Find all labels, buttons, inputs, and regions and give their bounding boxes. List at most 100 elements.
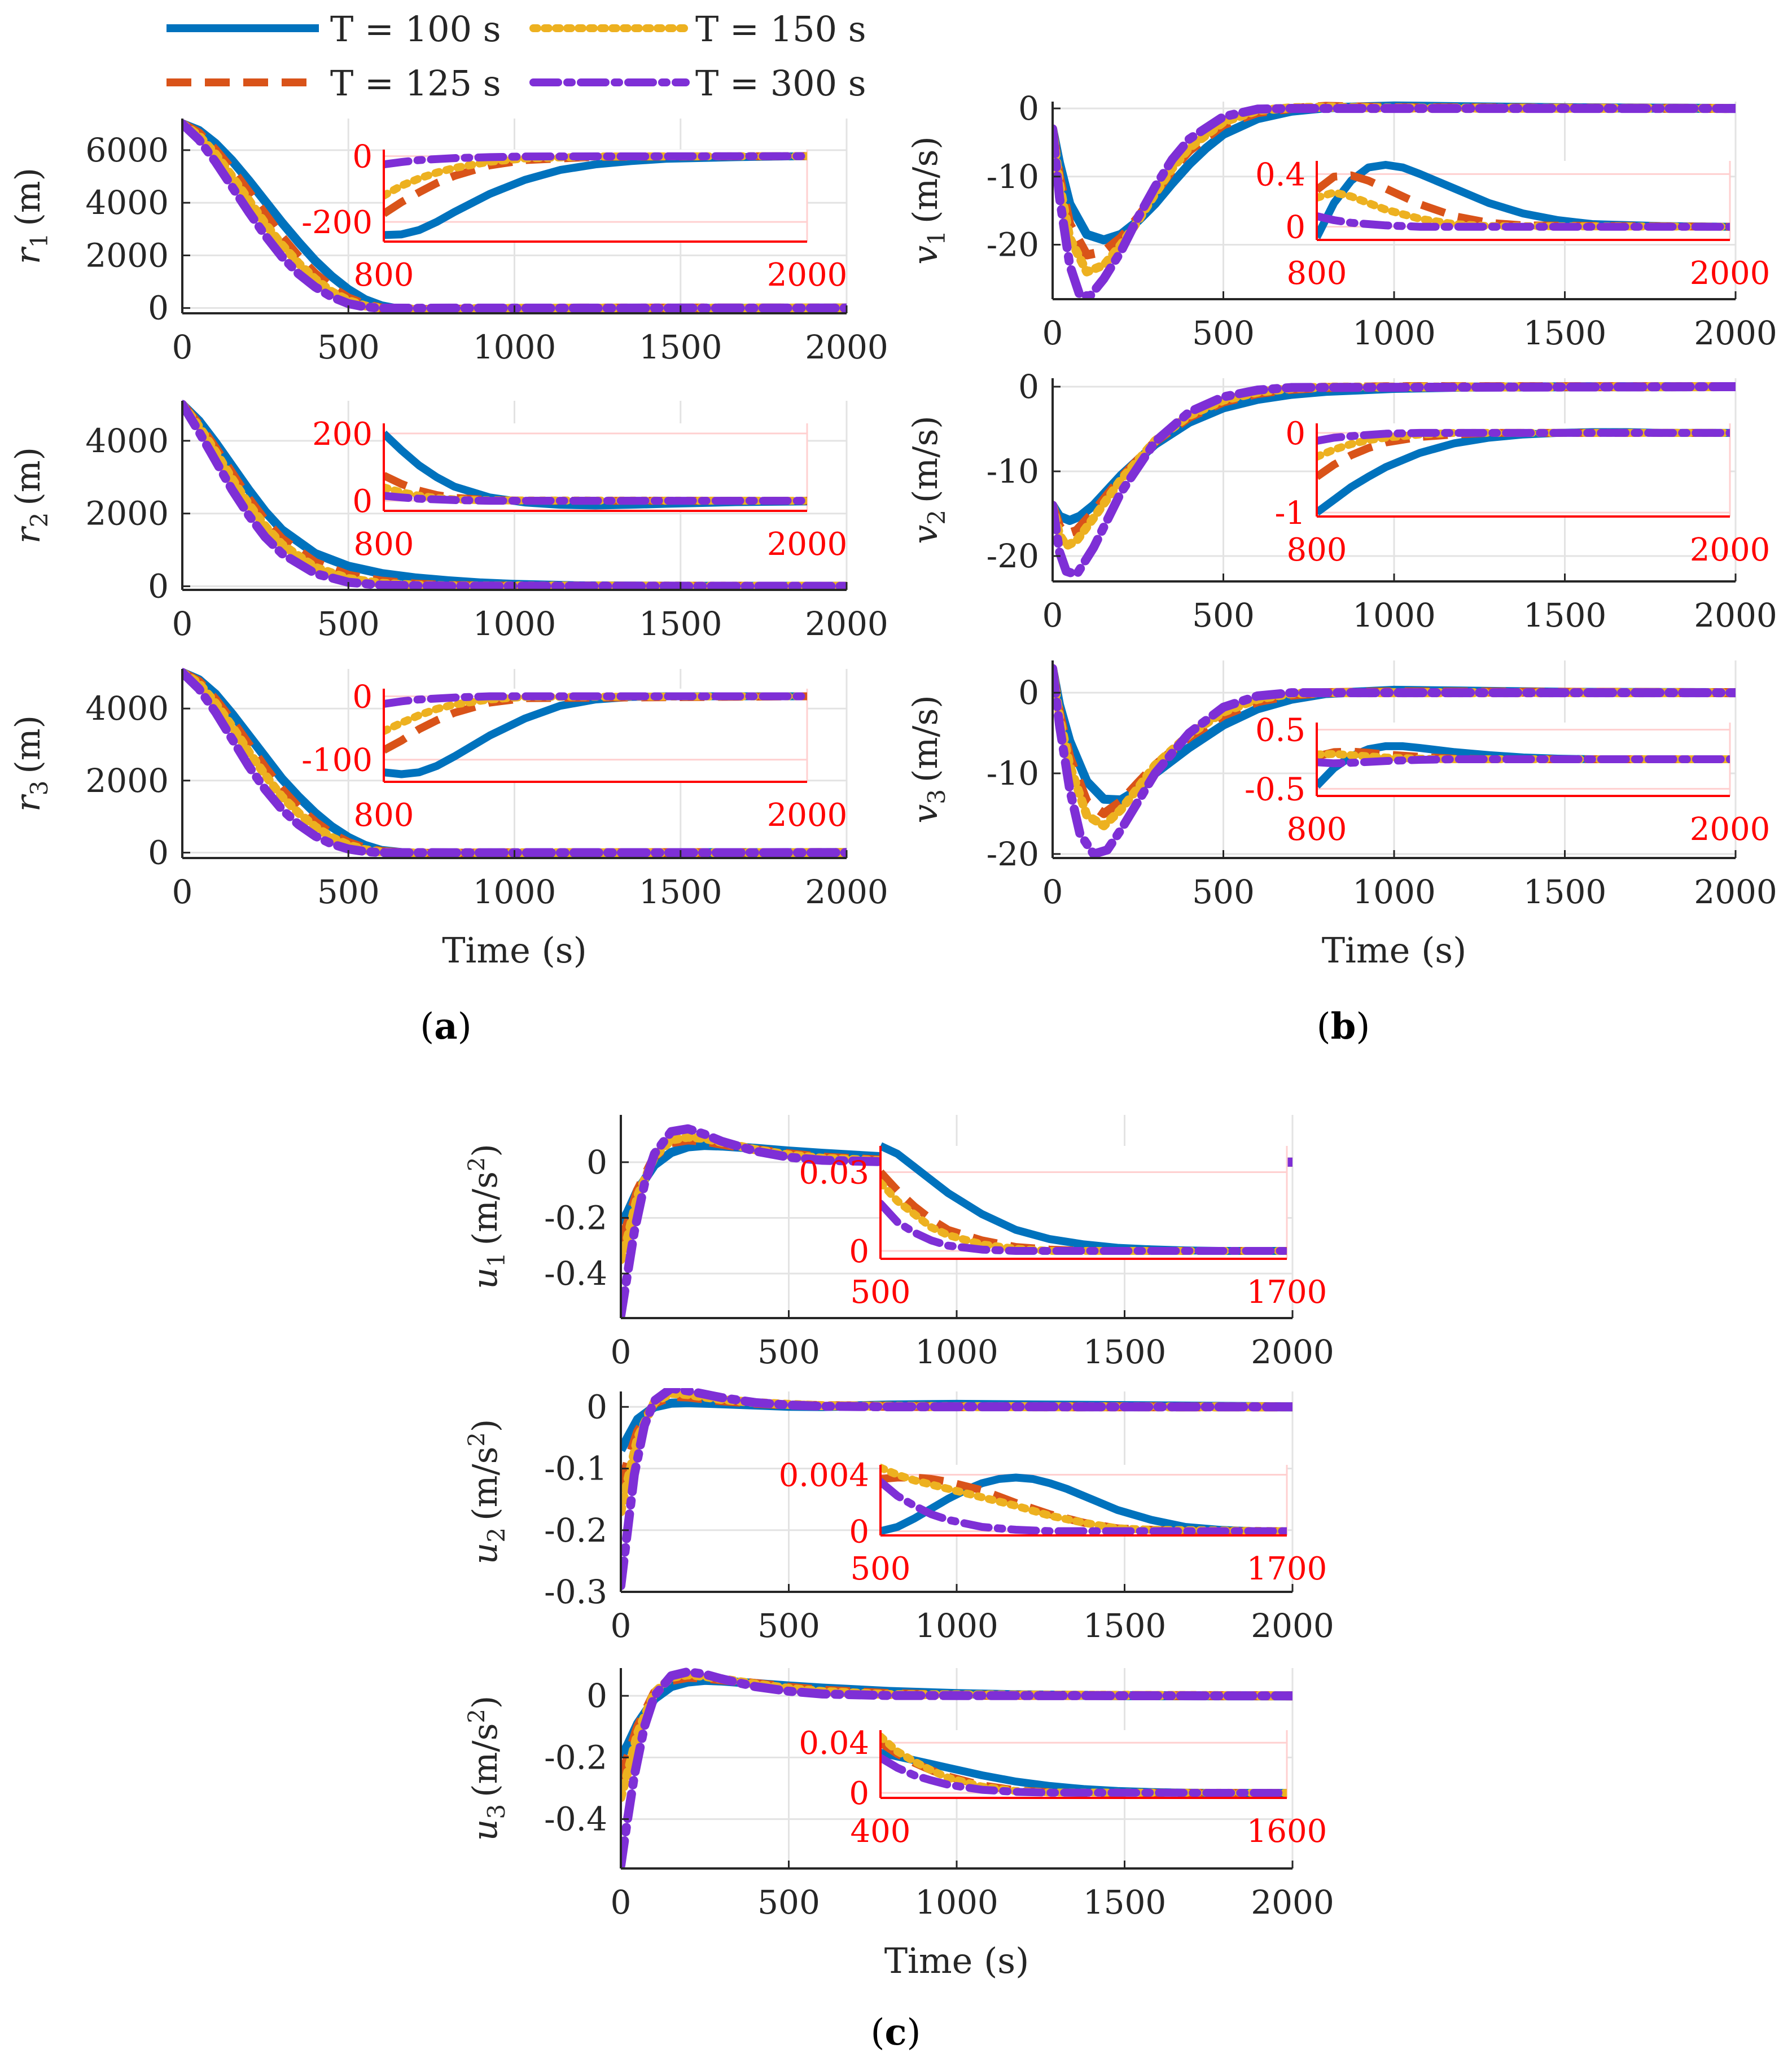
y-tick-label-u2: -0.1 [544,1450,607,1488]
y-tick-label-u1: 0 [586,1143,607,1181]
inset-u1: 500 1700 0 0.03 [799,1142,1327,1311]
x-tick-label-r2: 1000 [473,605,557,643]
y-axis-label-v1: v1 (m/s) [906,136,950,264]
x-tick-label-v3: 1000 [1352,873,1436,911]
y-tick-label-r3: 2000 [85,761,169,800]
x-tick-label-v3: 1500 [1523,873,1607,911]
inset-y-tick-label-r2: 0 [352,483,373,520]
x-tick-label-u1: 1500 [1083,1333,1167,1371]
r2-series-t300 [182,400,847,590]
x-tick-label-v3: 500 [1192,873,1255,911]
inset-v2: 800 2000 -1 0 [1274,415,1770,568]
x-tick-label-r3: 1500 [639,873,722,911]
inset-series-group-u1 [880,1142,1287,1255]
x-tick-label-v1: 1000 [1352,314,1436,352]
x-axis-label-v3: Time (s) [1322,930,1467,971]
panel-label-b: (b) [1317,1005,1370,1048]
y-axis-label-r1: r1 (m) [8,168,53,264]
y-axis-label-u2: u2 (m/s2) [464,1419,510,1565]
inset-series-group-r1 [384,152,807,239]
inset-y-tick-label-u2: 0.004 [779,1458,869,1494]
inset-series-group-u2 [880,1464,1287,1535]
inset-y-tick-label-r2: 200 [312,416,373,453]
y-tick-label-v1: 0 [1018,89,1039,128]
x-axis-label-u3: Time (s) [884,1940,1029,1981]
inset-x-tick-label-r3: 800 [354,797,414,834]
series-group-r3 [182,668,847,858]
legend: T = 100 s T = 125 s T = 150 s T = 300 s [167,8,866,104]
x-tick-label-u2: 500 [757,1607,820,1645]
series-group-u3 [621,1667,1292,1868]
inset-x-tick-label-r1: 2000 [767,257,848,294]
inset-v1-series-t300 [1317,212,1730,231]
y-tick-label-r2: 0 [148,567,169,606]
inset-bg-u1 [880,1146,1287,1259]
inset-x-tick-label-v2: 2000 [1690,532,1771,568]
x-tick-label-u3: 1000 [915,1883,998,1922]
inset-series-group-r2 [384,430,807,510]
r3-series-t300 [182,668,847,857]
x-tick-label-u3: 2000 [1251,1883,1334,1922]
inset-x-tick-label-u3: 400 [851,1813,911,1850]
y-axis-label-u3: u3 (m/s2) [464,1696,510,1841]
y-axis-label-r3: r3 (m) [8,715,53,812]
inset-y-tick-label-v1: 0 [1285,209,1305,246]
inset-v2-series-t300 [1317,428,1730,445]
inset-v1: 800 2000 0 0.4 [1255,156,1770,292]
y-tick-label-u2: -0.2 [544,1511,607,1550]
x-tick-label-v2: 500 [1192,596,1255,634]
y-tick-label-u1: -0.4 [544,1254,607,1293]
y-tick-label-u2: 0 [586,1388,607,1426]
x-tick-label-r1: 1500 [639,328,722,366]
inset-y-tick-label-u1: 0 [849,1233,869,1270]
x-tick-label-r3: 2000 [805,873,888,911]
y-tick-label-u1: -0.2 [544,1198,607,1237]
y-tick-label-r1: 0 [148,289,169,327]
x-tick-label-v1: 500 [1192,314,1255,352]
y-tick-label-u3: 0 [586,1677,607,1715]
inset-u2: 500 1700 0 0.004 [779,1458,1327,1588]
inset-series-group-v2 [1317,428,1730,516]
x-tick-label-v2: 2000 [1694,596,1777,634]
inset-y-tick-label-u3: 0 [849,1775,869,1812]
u1-series-t300 [621,1124,1292,1318]
y-axis-label-r2: r2 (m) [8,447,53,544]
x-tick-label-v2: 1500 [1523,596,1607,634]
series-group-u2 [621,1388,1292,1591]
series-group-v2 [1053,382,1736,579]
y-tick-label-v1: -10 [987,157,1039,196]
x-tick-label-u2: 1000 [915,1607,998,1645]
inset-u3-series-t300 [880,1753,1287,1797]
x-tick-label-u2: 0 [611,1607,632,1645]
inset-r1-series-t300 [384,152,807,169]
inset-r3-series-t125 [384,692,807,754]
x-tick-label-v3: 0 [1042,873,1063,911]
inset-series-group-u3 [880,1732,1287,1797]
y-tick-label-r3: 4000 [85,689,169,728]
x-tick-label-v2: 0 [1042,596,1063,634]
y-tick-label-v3: -20 [987,835,1039,873]
legend-label-t125: T = 125 s [330,63,501,104]
inset-y-tick-label-r3: -100 [301,742,373,779]
y-tick-label-v2: 0 [1018,367,1039,406]
x-tick-label-r1: 1000 [473,328,557,366]
inset-x-tick-label-r3: 2000 [767,797,848,834]
chart-r3: 0 500 1000 1500 2000 0 2000 4000 r3 (m) Time (s) 8… [8,668,888,971]
chart-r1: 0 500 1000 1500 2000 0 2000 4000 6000 r1 (m) 800 20… [8,119,888,366]
inset-u1-series-t300 [880,1200,1287,1255]
inset-r3-series-t300 [384,692,807,708]
inset-y-tick-label-u3: 0.04 [799,1725,869,1762]
y-tick-label-v1: -20 [987,225,1039,264]
x-tick-label-r3: 500 [317,873,380,911]
inset-x-tick-label-v1: 2000 [1690,255,1771,292]
inset-v3-series-t300 [1317,755,1730,768]
inset-y-tick-label-v2: -1 [1274,495,1305,532]
inset-y-tick-label-u1: 0.03 [799,1155,869,1192]
inset-u2-series-t100 [880,1473,1287,1535]
y-axis-label-u1: u1 (m/s2) [464,1144,510,1289]
legend-label-t300: T = 300 s [695,63,866,104]
inset-x-tick-label-v3: 2000 [1690,811,1771,848]
